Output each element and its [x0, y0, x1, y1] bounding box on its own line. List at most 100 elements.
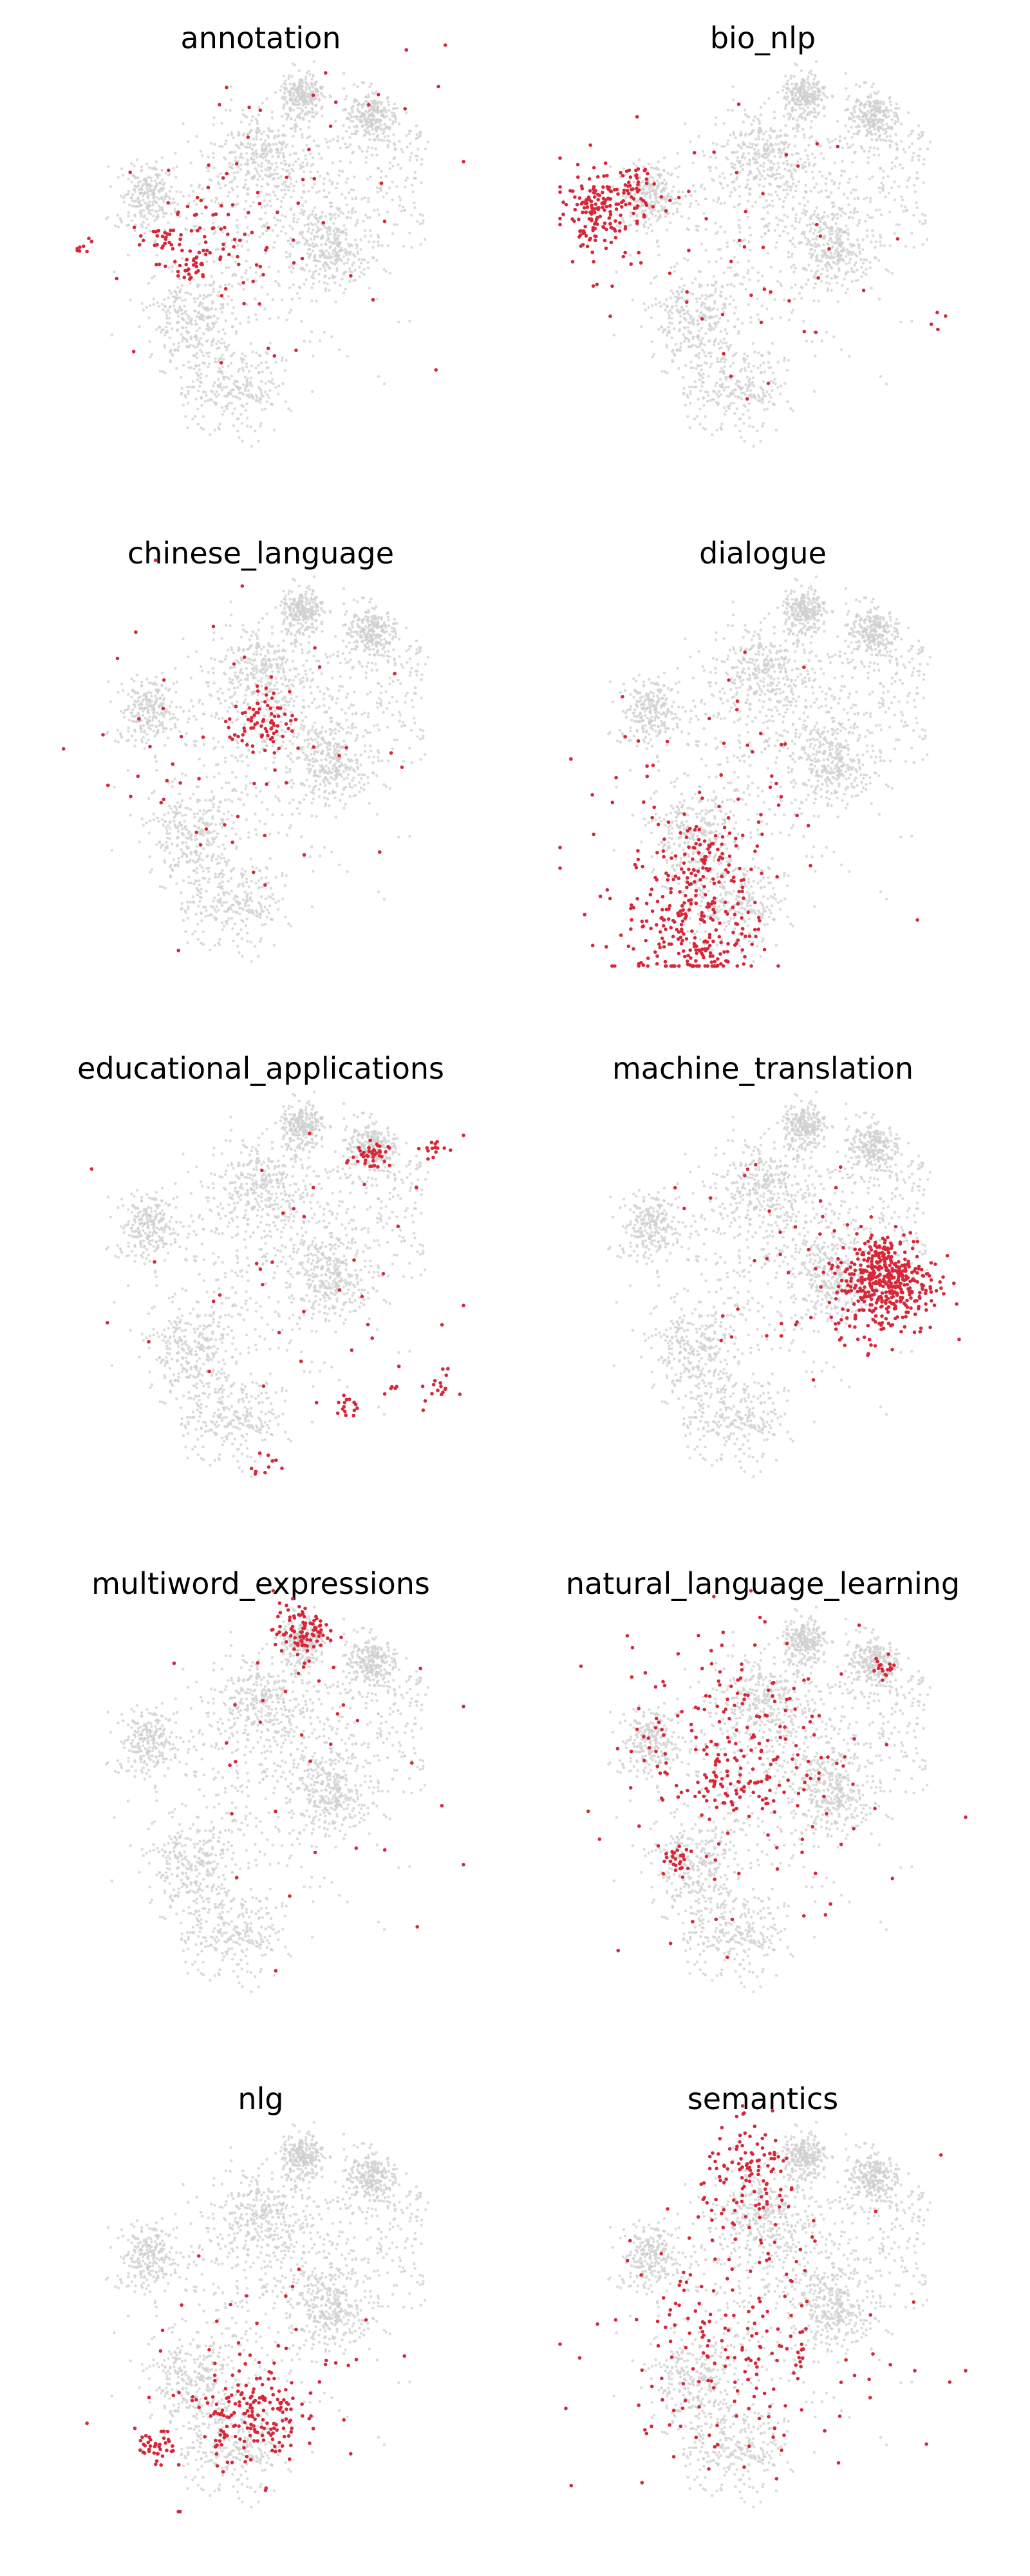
background-point — [295, 220, 299, 223]
background-point — [232, 306, 235, 309]
background-point — [665, 182, 668, 185]
background-point — [205, 316, 208, 319]
background-point — [774, 216, 778, 220]
background-point — [868, 120, 872, 124]
background-point — [218, 285, 222, 289]
background-point — [779, 184, 782, 188]
background-point — [796, 129, 800, 133]
background-point — [823, 105, 826, 108]
background-point — [711, 142, 715, 145]
background-point — [371, 133, 375, 136]
background-point — [254, 117, 258, 120]
background-point — [847, 238, 850, 241]
background-point — [135, 158, 139, 162]
background-point — [843, 137, 847, 140]
background-point — [148, 229, 152, 232]
background-point — [183, 305, 186, 308]
background-point — [801, 107, 805, 110]
background-point — [810, 93, 814, 96]
background-point — [145, 226, 148, 229]
background-point — [196, 345, 200, 348]
background-point — [277, 184, 280, 188]
background-point — [265, 97, 268, 100]
background-point — [860, 265, 863, 269]
background-point — [776, 162, 780, 165]
background-point — [140, 302, 144, 305]
highlight-point — [267, 226, 270, 230]
background-point — [200, 404, 203, 407]
background-point — [388, 126, 391, 129]
background-point — [194, 225, 198, 228]
background-point — [749, 170, 752, 173]
background-point — [662, 156, 666, 160]
background-point — [371, 256, 375, 259]
background-point — [357, 145, 360, 148]
background-point — [829, 146, 832, 149]
background-point — [833, 161, 836, 164]
background-point — [762, 389, 765, 392]
background-point — [842, 260, 845, 263]
background-point — [752, 365, 756, 368]
background-point — [793, 245, 797, 249]
background-point — [145, 306, 148, 309]
background-point — [189, 281, 192, 285]
background-point — [348, 279, 351, 283]
background-point — [297, 157, 300, 161]
background-point — [284, 112, 287, 116]
highlight-point — [115, 276, 118, 281]
highlight-point — [81, 244, 86, 249]
background-point — [738, 194, 742, 198]
background-point — [876, 105, 879, 108]
background-point — [227, 377, 231, 381]
background-point — [717, 198, 720, 201]
background-point — [689, 202, 693, 205]
background-point — [831, 213, 834, 216]
background-point — [209, 433, 212, 437]
background-point — [721, 186, 724, 190]
background-point — [312, 139, 315, 142]
background-point — [657, 328, 660, 331]
background-point — [181, 299, 184, 302]
background-point — [279, 219, 282, 222]
background-point — [700, 294, 704, 298]
background-point — [782, 205, 785, 209]
background-point — [290, 270, 294, 274]
background-point — [912, 214, 915, 217]
background-point — [756, 149, 760, 153]
background-point — [226, 404, 229, 408]
background-point — [756, 161, 760, 164]
background-point — [361, 111, 365, 115]
background-point — [410, 184, 414, 187]
background-point — [899, 122, 903, 126]
background-point — [265, 158, 268, 162]
background-point — [333, 263, 337, 266]
background-point — [313, 83, 317, 87]
background-point — [738, 243, 742, 247]
background-point — [133, 229, 136, 232]
background-point — [244, 272, 247, 275]
background-point — [708, 322, 711, 326]
background-point — [237, 165, 240, 168]
background-point — [631, 298, 634, 301]
background-point — [785, 369, 789, 372]
background-point — [836, 233, 839, 237]
background-point — [666, 305, 669, 308]
background-point — [337, 234, 341, 238]
background-point — [154, 201, 158, 204]
background-point — [127, 178, 130, 181]
background-point — [370, 146, 374, 149]
background-point — [342, 224, 346, 227]
background-point — [364, 156, 368, 159]
background-point — [682, 312, 686, 316]
background-point — [400, 147, 403, 151]
background-point — [670, 289, 673, 292]
background-point — [734, 395, 737, 398]
background-point — [813, 242, 817, 245]
background-point — [645, 232, 648, 235]
background-point — [281, 152, 285, 155]
background-point — [292, 267, 295, 270]
highlight-point — [137, 243, 142, 247]
background-point — [790, 74, 793, 77]
highlight-point — [223, 225, 227, 230]
background-point — [790, 311, 793, 314]
